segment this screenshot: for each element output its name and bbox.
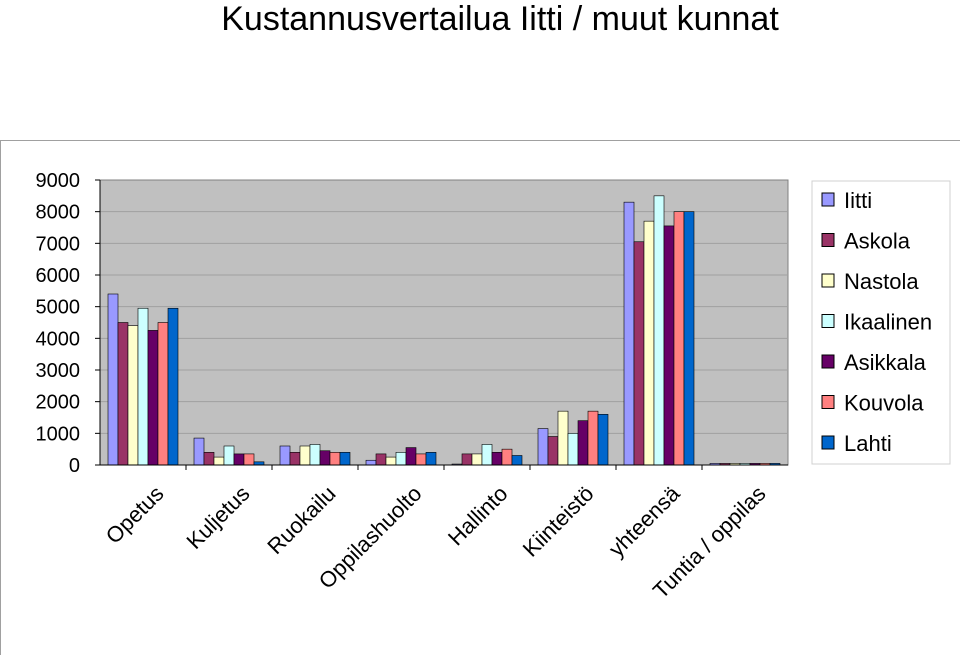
bar (204, 452, 214, 465)
x-tick-label: Kiinteistö (518, 481, 599, 562)
legend-label: Iitti (844, 188, 872, 213)
bar (148, 330, 158, 465)
bar (118, 323, 128, 466)
bar (224, 446, 234, 465)
bar (214, 457, 224, 465)
y-tick-label: 1000 (36, 423, 81, 445)
bar (138, 308, 148, 465)
y-tick-label: 7000 (36, 233, 81, 255)
bar (578, 421, 588, 465)
y-tick-label: 0 (69, 455, 80, 477)
x-tick-label: Ruokailu (262, 481, 340, 559)
bar (396, 452, 406, 465)
bar (406, 448, 416, 465)
bar (320, 451, 330, 465)
bar (512, 456, 522, 466)
x-tick-label: Hallinto (443, 481, 513, 551)
bar (482, 444, 492, 465)
legend-label: Kouvola (844, 391, 924, 416)
bar (472, 454, 482, 465)
bar (194, 438, 204, 465)
bar (558, 411, 568, 465)
bar (366, 460, 376, 465)
y-tick-label: 6000 (36, 265, 81, 287)
y-tick-labels: 0 1000 2000 3000 4000 5000 6000 7000 8000 9000 (36, 170, 81, 477)
bar (462, 454, 472, 465)
bar (654, 196, 664, 465)
bar (416, 454, 426, 465)
y-tick-label: 9000 (36, 170, 81, 192)
bar (300, 446, 310, 465)
y-tick-label: 8000 (36, 202, 81, 224)
y-tick-label: 2000 (36, 392, 81, 414)
y-tick-label: 4000 (36, 328, 81, 350)
x-tick-label: Opetus (101, 481, 169, 549)
y-tick-label: 5000 (36, 297, 81, 319)
bar (598, 414, 608, 465)
legend-label: Nastola (844, 269, 919, 294)
legend-label: Lahti (844, 431, 892, 456)
bar (634, 242, 644, 465)
bar (234, 454, 244, 465)
legend-label: Ikaalinen (844, 310, 932, 335)
legend-swatch (822, 193, 834, 206)
bar (244, 454, 254, 465)
bar (644, 221, 654, 465)
bar (158, 323, 168, 466)
bar (340, 452, 350, 465)
bar (502, 449, 512, 465)
legend-swatch (822, 355, 834, 368)
legend-swatch (822, 234, 834, 247)
legend-label: Asikkala (844, 350, 927, 375)
bar (330, 452, 340, 465)
bar (426, 452, 436, 465)
bar (588, 411, 598, 465)
bar (674, 212, 684, 465)
bar (386, 457, 396, 465)
bar (168, 308, 178, 465)
bar (290, 452, 300, 465)
legend-swatch (822, 436, 834, 449)
x-tick-label: yhteensä (604, 480, 685, 561)
bar (538, 429, 548, 465)
y-tick-label: 3000 (36, 360, 81, 382)
bar (664, 226, 674, 465)
legend-swatch (822, 315, 834, 328)
legend-label: Askola (844, 229, 911, 254)
x-tick-label: Kuljetus (182, 481, 255, 554)
legend-swatch (822, 274, 834, 287)
bar (376, 454, 386, 465)
bar (492, 452, 502, 465)
bar (624, 202, 634, 465)
bar (128, 326, 138, 465)
bar (568, 433, 578, 465)
bar (684, 212, 694, 465)
bar (310, 444, 320, 465)
bar (280, 446, 290, 465)
legend: Iitti Askola Nastola Ikaalinen Asikkala Kouvo… (812, 181, 950, 464)
bar (108, 294, 118, 465)
legend-swatch (822, 396, 834, 409)
bar (548, 437, 558, 466)
